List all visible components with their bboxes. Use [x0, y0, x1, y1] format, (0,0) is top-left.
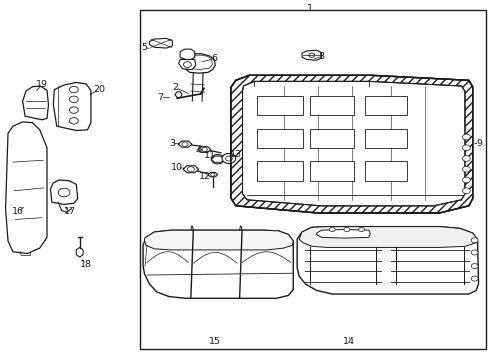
Circle shape	[211, 154, 224, 164]
Polygon shape	[297, 226, 478, 294]
Polygon shape	[180, 49, 194, 59]
Polygon shape	[299, 226, 477, 247]
Polygon shape	[144, 230, 293, 250]
Text: 5: 5	[141, 43, 147, 52]
Circle shape	[462, 188, 469, 194]
Circle shape	[222, 153, 235, 163]
Text: 3: 3	[169, 139, 175, 148]
Polygon shape	[207, 172, 217, 177]
Circle shape	[462, 166, 469, 172]
Polygon shape	[302, 50, 321, 60]
Polygon shape	[230, 75, 472, 213]
Circle shape	[470, 250, 477, 255]
Text: 16: 16	[12, 207, 24, 216]
Text: 11: 11	[204, 151, 216, 160]
Bar	[140, 10, 485, 348]
Text: 2: 2	[172, 83, 178, 92]
Circle shape	[462, 145, 469, 150]
Polygon shape	[183, 166, 198, 173]
Circle shape	[462, 134, 469, 140]
Bar	[310, 129, 353, 148]
Circle shape	[329, 227, 334, 231]
Text: 14: 14	[343, 337, 355, 346]
Polygon shape	[242, 81, 464, 206]
Polygon shape	[211, 156, 224, 162]
Circle shape	[462, 177, 469, 183]
Bar	[256, 96, 303, 116]
Text: 19: 19	[36, 81, 48, 90]
Polygon shape	[143, 230, 293, 298]
Text: 7: 7	[157, 93, 163, 102]
Circle shape	[462, 156, 469, 161]
Polygon shape	[242, 81, 464, 206]
Text: 1: 1	[306, 4, 313, 13]
Text: 12: 12	[198, 172, 210, 181]
Polygon shape	[178, 59, 195, 69]
Text: 20: 20	[93, 85, 105, 94]
Bar	[310, 96, 353, 116]
Circle shape	[470, 276, 477, 281]
Circle shape	[470, 238, 477, 243]
Text: 4: 4	[195, 146, 201, 155]
Circle shape	[343, 227, 349, 231]
Polygon shape	[316, 229, 369, 238]
Circle shape	[358, 227, 364, 231]
Bar	[365, 96, 406, 116]
Bar	[365, 161, 406, 181]
Text: 6: 6	[211, 54, 217, 63]
Text: 9: 9	[475, 139, 482, 148]
Bar	[256, 129, 303, 148]
Polygon shape	[174, 92, 182, 98]
Polygon shape	[149, 39, 172, 48]
Text: 10: 10	[171, 163, 183, 172]
Polygon shape	[181, 54, 215, 73]
Circle shape	[470, 264, 477, 269]
Bar	[310, 161, 353, 181]
Polygon shape	[242, 81, 464, 206]
Polygon shape	[178, 141, 191, 147]
Text: 18: 18	[80, 260, 92, 269]
Polygon shape	[198, 147, 210, 152]
Bar	[365, 129, 406, 148]
Text: 15: 15	[209, 337, 221, 346]
Text: 8: 8	[318, 52, 324, 61]
Text: 13: 13	[229, 150, 241, 159]
Text: 17: 17	[64, 207, 76, 216]
Bar	[256, 161, 303, 181]
